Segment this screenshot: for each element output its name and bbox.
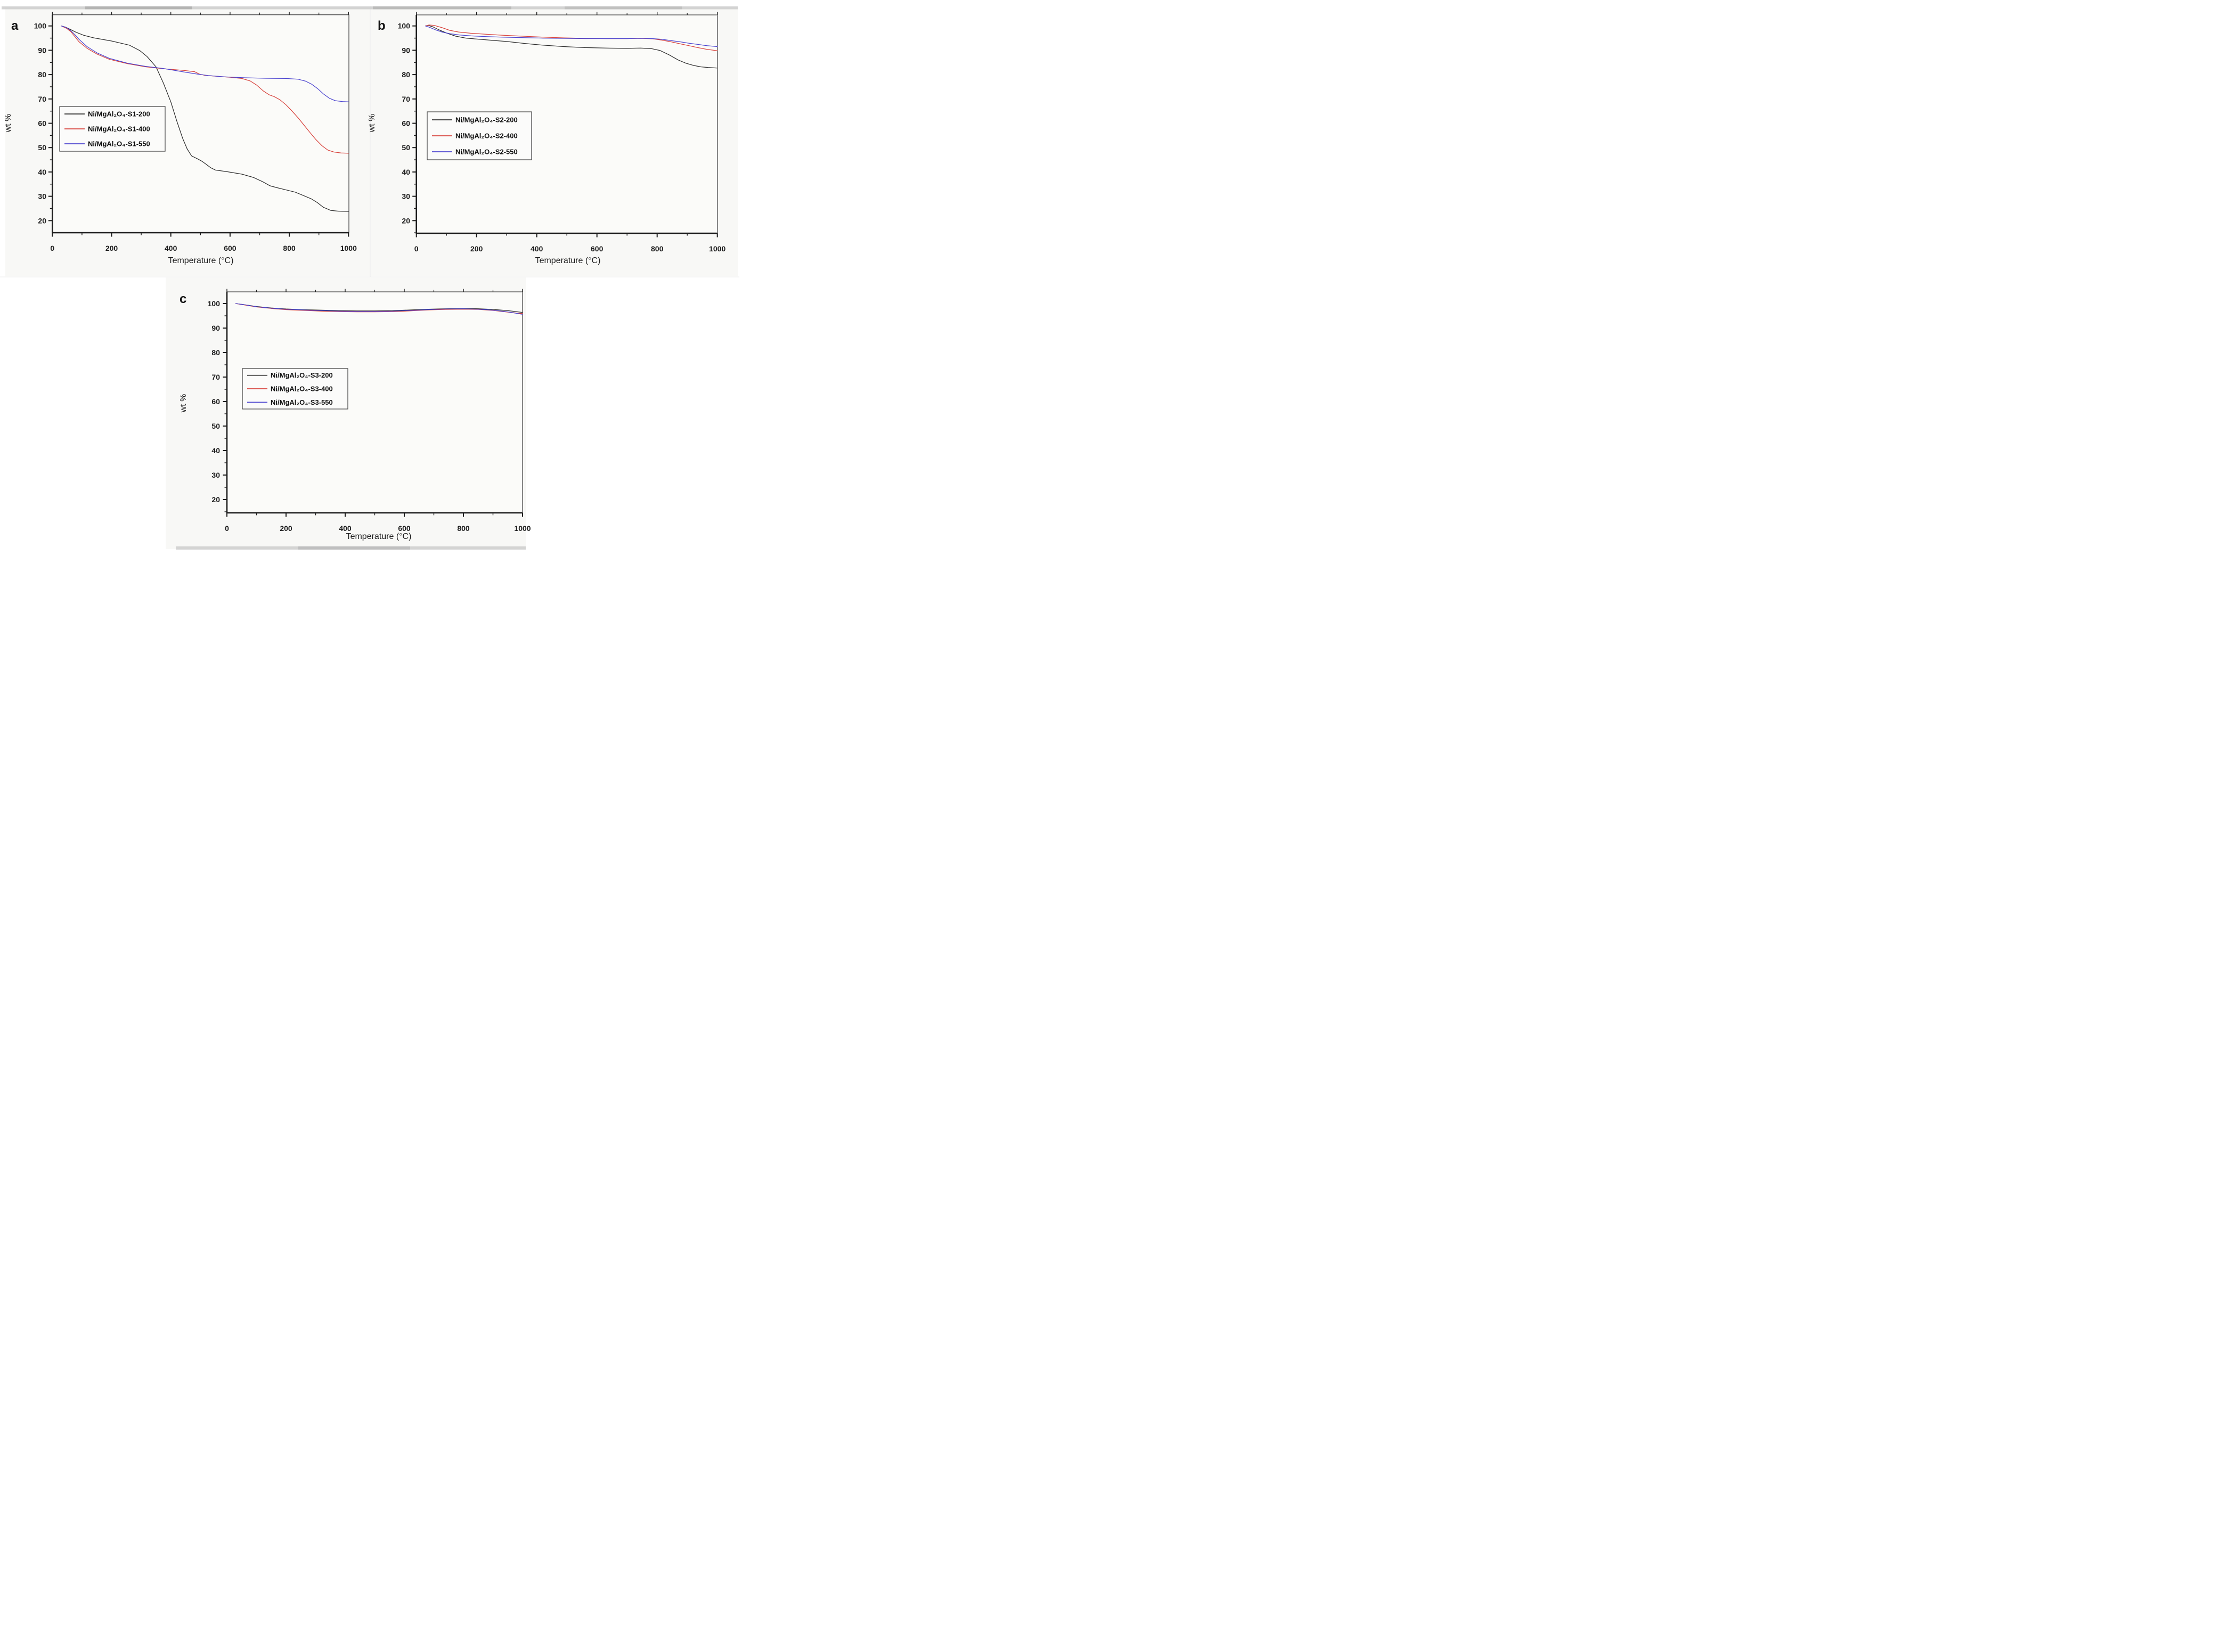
y-axis-title-a: wt % bbox=[4, 114, 13, 133]
legend-label-b-0: Ni/MgAl₂O₄-S2-200 bbox=[455, 116, 518, 124]
legend-a: Ni/MgAl₂O₄-S1-200 Ni/MgAl₂O₄-S1-400 Ni/MgA… bbox=[59, 106, 166, 152]
y-tick-label-50: 50 bbox=[211, 422, 220, 430]
y-tick-label-100: 100 bbox=[34, 22, 47, 30]
legend-label-c-1: Ni/MgAl₂O₄-S3-400 bbox=[271, 385, 333, 393]
x-tick-label-600: 600 bbox=[224, 244, 237, 252]
y-tick-label-20: 20 bbox=[38, 216, 46, 225]
x-tick-label-600: 600 bbox=[591, 244, 604, 253]
y-tick-label-80: 80 bbox=[211, 348, 220, 357]
x-tick-label-200: 200 bbox=[470, 244, 483, 253]
legend-label-a-0: Ni/MgAl₂O₄-S1-200 bbox=[88, 110, 150, 118]
x-tick-label-0: 0 bbox=[50, 244, 54, 252]
series-line-b-2 bbox=[425, 26, 718, 47]
y-tick-label-30: 30 bbox=[402, 192, 410, 201]
x-tick-label-400: 400 bbox=[531, 244, 543, 253]
legend-label-c-0: Ni/MgAl₂O₄-S3-200 bbox=[271, 371, 333, 379]
x-axis-title-a: Temperature (°C) bbox=[168, 256, 234, 265]
y-tick-label-100: 100 bbox=[208, 299, 221, 308]
y-tick-label-20: 20 bbox=[402, 216, 410, 225]
series-line-c-2 bbox=[235, 303, 523, 315]
y-tick-label-40: 40 bbox=[402, 168, 410, 176]
y-tick-label-70: 70 bbox=[38, 95, 46, 103]
y-tick-label-90: 90 bbox=[402, 46, 410, 54]
y-tick-label-60: 60 bbox=[402, 119, 410, 128]
legend-b: Ni/MgAl₂O₄-S2-200 Ni/MgAl₂O₄-S2-400 Ni/MgA… bbox=[427, 111, 532, 160]
legend-c: Ni/MgAl₂O₄-S3-200 Ni/MgAl₂O₄-S3-400 Ni/MgA… bbox=[242, 368, 348, 410]
y-tick-label-60: 60 bbox=[211, 397, 220, 406]
legend-label-b-1: Ni/MgAl₂O₄-S2-400 bbox=[455, 132, 518, 140]
legend-label-c-2: Ni/MgAl₂O₄-S3-550 bbox=[271, 398, 333, 406]
y-tick-label-90: 90 bbox=[38, 46, 46, 54]
bottom-edge-band-dark bbox=[298, 546, 410, 550]
panel-letter-b: b bbox=[378, 19, 386, 33]
y-tick-label-30: 30 bbox=[211, 471, 220, 479]
x-tick-label-1000: 1000 bbox=[709, 244, 725, 253]
x-tick-label-400: 400 bbox=[165, 244, 177, 252]
y-tick-label-50: 50 bbox=[402, 143, 410, 152]
top-edge-band-dark-1 bbox=[85, 6, 192, 10]
x-tick-label-800: 800 bbox=[651, 244, 664, 253]
top-edge-band-dark-3 bbox=[565, 6, 682, 10]
x-axis-title-c: Temperature (°C) bbox=[346, 532, 412, 541]
y-tick-label-50: 50 bbox=[38, 143, 46, 152]
x-tick-label-200: 200 bbox=[280, 524, 292, 533]
tga-figure-page: 20 30 40 50 60 70 80 90 100 0 200 400 600 800 1000 Ni/M… bbox=[0, 0, 739, 551]
top-edge-band-dark-2 bbox=[373, 6, 511, 10]
panel-letter-a: a bbox=[11, 19, 19, 33]
series-line-a-0 bbox=[61, 26, 349, 212]
legend-label-a-1: Ni/MgAl₂O₄-S1-400 bbox=[88, 125, 150, 133]
y-tick-label-80: 80 bbox=[38, 70, 46, 79]
top-edge-band bbox=[2, 6, 738, 10]
legend-label-a-2: Ni/MgAl₂O₄-S1-550 bbox=[88, 140, 150, 148]
y-tick-label-70: 70 bbox=[211, 373, 220, 381]
x-tick-label-200: 200 bbox=[105, 244, 118, 252]
y-tick-label-60: 60 bbox=[38, 119, 46, 128]
x-tick-label-0: 0 bbox=[414, 244, 419, 253]
y-tick-label-100: 100 bbox=[398, 22, 411, 30]
x-tick-label-400: 400 bbox=[339, 524, 352, 533]
y-tick-label-30: 30 bbox=[38, 192, 46, 201]
x-axis-title-b: Temperature (°C) bbox=[535, 256, 601, 265]
x-tick-label-0: 0 bbox=[225, 524, 229, 533]
series-line-a-1 bbox=[61, 26, 349, 154]
y-tick-label-80: 80 bbox=[402, 70, 410, 79]
y-axis-title-b: wt % bbox=[368, 114, 377, 133]
y-tick-label-20: 20 bbox=[211, 495, 220, 504]
y-axis-title-c: wt % bbox=[179, 394, 188, 413]
x-tick-label-1000: 1000 bbox=[514, 524, 531, 533]
x-tick-label-800: 800 bbox=[283, 244, 296, 252]
y-tick-label-40: 40 bbox=[211, 446, 220, 455]
y-tick-label-90: 90 bbox=[211, 324, 220, 332]
x-tick-label-800: 800 bbox=[457, 524, 470, 533]
x-tick-label-1000: 1000 bbox=[340, 244, 357, 252]
series-line-a-2 bbox=[61, 26, 349, 102]
panel-letter-c: c bbox=[180, 292, 186, 306]
y-tick-label-70: 70 bbox=[402, 95, 410, 103]
x-tick-label-600: 600 bbox=[398, 524, 411, 533]
y-tick-label-40: 40 bbox=[38, 168, 46, 176]
series-line-b-1 bbox=[425, 24, 718, 51]
legend-label-b-2: Ni/MgAl₂O₄-S2-550 bbox=[455, 148, 518, 156]
